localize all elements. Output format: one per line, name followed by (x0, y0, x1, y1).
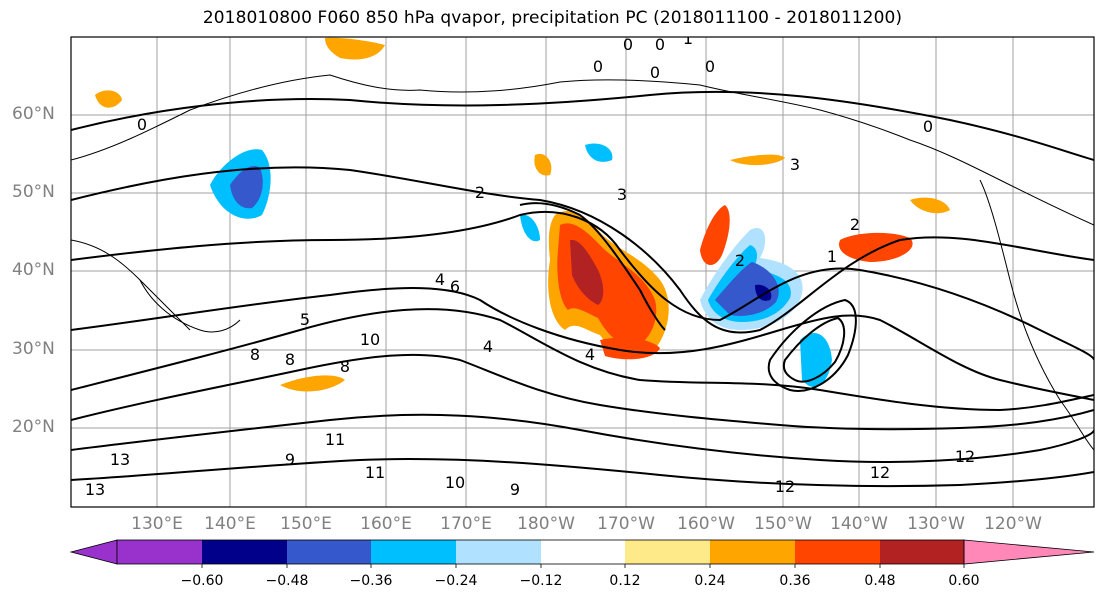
colorbar-segment (625, 540, 710, 564)
longitude-label: 130°W (907, 514, 965, 534)
contour-label: 0 (923, 117, 933, 136)
contour-label: 8 (285, 350, 295, 369)
precip-blue-band (715, 262, 779, 316)
longitude-label: 120°W (984, 514, 1042, 534)
contour-label: 5 (300, 310, 310, 329)
contour-label: 4 (585, 345, 595, 364)
colorbar-segment (710, 540, 795, 564)
colorbar-tick-label: 0.48 (864, 573, 896, 589)
longitude-label: 140°W (830, 514, 888, 534)
contour-label: 9 (510, 480, 520, 499)
colorbar-tick-label: 0.36 (779, 573, 811, 589)
contour-label: 8 (250, 345, 260, 364)
contour-label: 3 (617, 185, 627, 204)
colorbar-arrow-right (963, 539, 1095, 565)
contour-label: 11 (365, 463, 385, 482)
colorbar-tick-label: −0.24 (434, 573, 478, 589)
colorbar-tick-label: 0.60 (948, 573, 980, 589)
colorbar-segment (202, 540, 287, 564)
latitude-label: 20°N (12, 417, 55, 437)
latitude-label: 40°N (12, 260, 55, 280)
colorbar-segment (371, 540, 456, 564)
precip-darkred-core (570, 239, 604, 305)
colorbar-tick-label: −0.36 (349, 573, 393, 589)
colorbar-arrow-left (69, 539, 118, 565)
precip-shading (95, 37, 950, 392)
longitude-label: 160°E (360, 514, 412, 534)
latitude-label: 50°N (12, 182, 55, 202)
longitude-label: 170°W (597, 514, 655, 534)
contour-label: 2 (475, 183, 485, 202)
precip-patch-blue-1 (520, 214, 540, 242)
colorbar-segment (456, 540, 541, 564)
colorbar-tick-label: −0.60 (180, 573, 224, 589)
contour-label: 1 (683, 29, 693, 48)
precip-asia-blue (230, 165, 263, 209)
contour-label: 4 (483, 337, 493, 356)
colorbar-tick-label: −0.12 (519, 573, 563, 589)
longitude-label: 180°W (517, 514, 575, 534)
contour-label: 0 (623, 35, 633, 54)
colorbar-segment (117, 540, 202, 564)
longitude-label: 160°W (677, 514, 735, 534)
contour-label: 12 (955, 447, 975, 466)
colorbar-segment (287, 540, 371, 564)
precip-patch-4 (325, 37, 385, 60)
latitude-label: 30°N (12, 339, 55, 359)
contour-label: 10 (360, 330, 380, 349)
latitude-label: 60°N (12, 104, 55, 124)
contour-label: 12 (870, 463, 890, 482)
precip-patch-3 (600, 337, 660, 360)
contour-label: 11 (325, 430, 345, 449)
precip-patch-blue-2 (585, 143, 613, 162)
longitude-label: 140°E (204, 514, 256, 534)
contour-lines (71, 90, 1094, 488)
contour-label: 3 (790, 155, 800, 174)
longitude-label: 130°E (131, 514, 183, 534)
colorbar-segment (880, 540, 964, 564)
contour-label: 0 (655, 35, 665, 54)
contour-label: 12 (775, 477, 795, 496)
colorbar-tick-label: −0.48 (265, 573, 309, 589)
precip-patch-6 (534, 153, 552, 176)
contour-label: 2 (735, 251, 745, 270)
precip-patch-8 (910, 197, 950, 214)
longitude-label: 150°E (280, 514, 332, 534)
contour-label: 2 (850, 215, 860, 234)
map-title: 2018010800 F060 850 hPa qvapor, precipit… (202, 8, 903, 28)
contour-label: 8 (340, 357, 350, 376)
contour-label: 6 (450, 277, 460, 296)
precip-patch-7 (730, 154, 785, 166)
colorbar-segment (541, 540, 625, 564)
contour-label: 0 (593, 57, 603, 76)
colorbar-segment (795, 540, 880, 564)
contour-label: 0 (137, 115, 147, 134)
coastlines (71, 74, 1094, 451)
longitude-label: 150°W (754, 514, 812, 534)
precip-patch-9 (280, 375, 345, 392)
contour-label: 4 (435, 270, 445, 289)
contour-label: 0 (650, 63, 660, 82)
precip-patch-2 (839, 232, 913, 262)
precip-patch-1 (700, 205, 730, 266)
contour-label: 1 (827, 247, 837, 266)
longitude-label: 170°E (440, 514, 492, 534)
precip-patch-5 (95, 90, 122, 108)
colorbar-tick-label: 0.12 (609, 573, 641, 589)
contour-label: 13 (85, 480, 105, 499)
contour-label: 0 (705, 57, 715, 76)
contour-label: 13 (110, 450, 130, 469)
colorbar-tick-label: 0.24 (694, 573, 726, 589)
colorbar-outline (116, 539, 965, 565)
contour-label: 10 (445, 473, 465, 492)
contour-label: 9 (285, 450, 295, 469)
colorbar (69, 539, 1095, 568)
map-frame (70, 36, 1095, 508)
